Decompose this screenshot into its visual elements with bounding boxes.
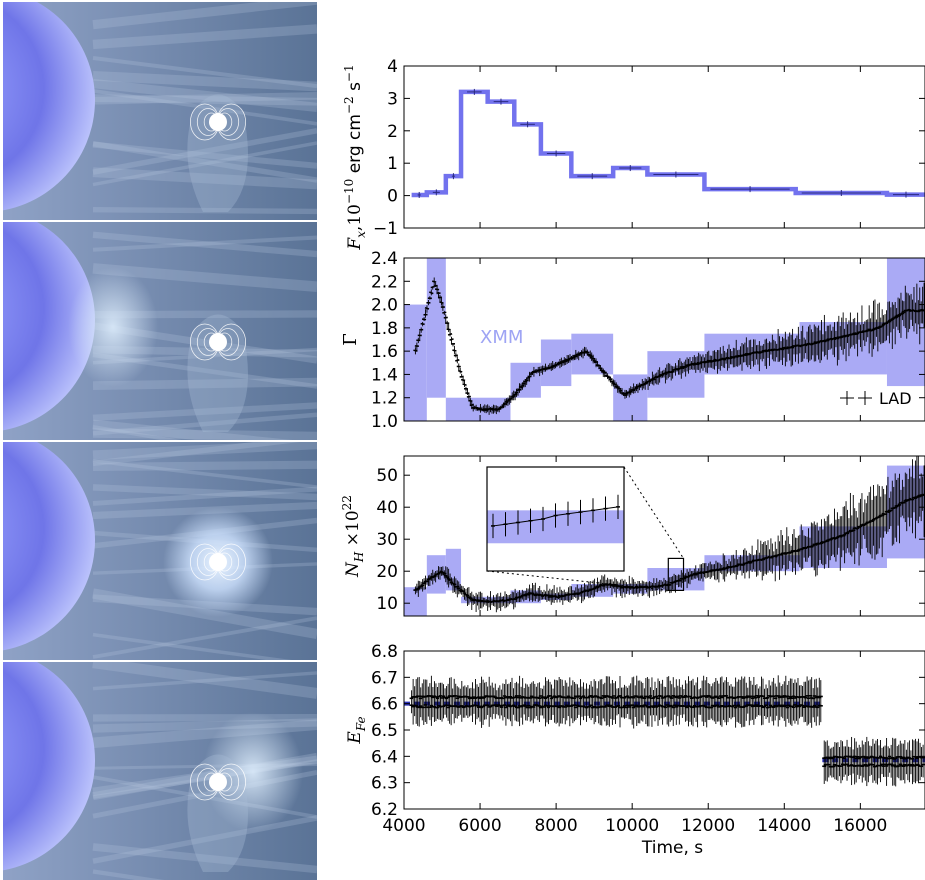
lad-point — [921, 309, 925, 312]
inset-line — [492, 506, 619, 527]
lad-point — [442, 311, 447, 314]
gamma-subplot-y-tick-label: 2.4 — [371, 249, 398, 269]
flux-y-tick-label: 1 — [387, 154, 398, 174]
wind-clump — [68, 267, 158, 387]
nh-subplot-y-tick-label: 20 — [376, 562, 398, 582]
x-tick-label: 16000 — [833, 816, 887, 836]
flux-y-tick-label: 3 — [387, 89, 398, 109]
x-tick-label: 10000 — [605, 816, 659, 836]
lad-point — [462, 383, 467, 386]
flux-step-line — [411, 89, 925, 198]
xmm-band — [426, 258, 446, 398]
fe-subplot: 6.2 6.3 6.4 6.5 6.6 6.7 6.8 4000 6000 8000 10000 12… — [345, 642, 925, 858]
gamma-subplot-y-tick-label: 1.6 — [371, 342, 398, 362]
lad-point — [447, 332, 453, 336]
neutron-star — [209, 113, 227, 131]
nh-subplot: 10 20 30 40 50 NH ×1022 — [340, 455, 925, 617]
blue-star — [3, 2, 95, 211]
accretion-illustration — [3, 2, 317, 880]
nh-y-axis-label: NH ×1022 — [340, 495, 366, 578]
flux-y-axis-label: Fx,10−10 erg cm−2 s−1 — [342, 64, 368, 250]
gamma-subplot-y-tick-label: 1.2 — [371, 389, 398, 409]
fe-y-tick-label: 6.6 — [371, 695, 398, 715]
lad-point — [455, 359, 460, 362]
flux-subplot: −1 0 1 2 3 4 Fx,10−10 erg cm−2 s−1 — [342, 57, 925, 251]
x-axis-label: Time, s — [641, 838, 703, 858]
zoom-connector — [486, 570, 669, 591]
fe-y-axis-label: EFe — [345, 716, 368, 744]
nh-subplot-y-tick-label: 50 — [376, 466, 398, 486]
gamma-subplot-y-tick-label: 2.0 — [371, 296, 398, 316]
illustration-panel — [3, 442, 317, 660]
neutron-star — [209, 553, 227, 571]
neutron-star — [209, 773, 227, 791]
lad-point — [457, 369, 463, 373]
lad-point — [424, 306, 430, 310]
legend-label: LAD — [879, 389, 912, 408]
lad-point — [452, 349, 457, 352]
gamma-y-axis-label: Γ — [340, 333, 361, 346]
x-tick-label: 4000 — [382, 816, 425, 836]
lad-point — [421, 318, 427, 321]
xmm-band — [540, 339, 572, 387]
lad-point — [921, 493, 925, 496]
xmm-band — [461, 596, 511, 604]
nh-subplot-y-tick-label: 40 — [376, 498, 398, 518]
plot-frame — [403, 65, 925, 229]
gamma-subplot-y-tick-label: 2.2 — [371, 272, 398, 292]
fe-y-tick-label: 6.3 — [371, 774, 398, 794]
illustration-panel — [3, 222, 317, 440]
x-tick-label: 8000 — [534, 816, 577, 836]
lad-point — [429, 291, 434, 295]
xmm-band — [613, 584, 648, 594]
fe-y-tick-label: 6.5 — [371, 721, 398, 741]
plot-frame — [403, 257, 925, 422]
blue-star — [3, 442, 95, 651]
gamma-subplot-y-tick-label: 1.0 — [371, 412, 398, 432]
inset-frame — [486, 466, 625, 572]
plot-frame — [403, 455, 925, 617]
lad-point — [460, 378, 466, 382]
lad-point — [420, 322, 425, 326]
gamma-subplot-y-tick-label: 1.8 — [371, 319, 398, 339]
lad-point — [434, 288, 440, 291]
fe-y-tick-label: 6.2 — [371, 800, 398, 820]
fe-y-tick-label: 6.4 — [371, 747, 398, 767]
nh-subplot-y-tick-label: 10 — [376, 594, 398, 614]
plot-frame — [403, 650, 925, 810]
fe-y-tick-label: 6.8 — [371, 642, 398, 662]
xmm-annotation: XMM — [480, 327, 523, 348]
x-tick-label: 12000 — [681, 816, 735, 836]
x-tick-label: 14000 — [757, 816, 811, 836]
x-tick-label: 6000 — [458, 816, 501, 836]
blue-star — [3, 662, 95, 871]
illustration-panel — [3, 2, 317, 220]
inset-plot — [486, 466, 625, 572]
xmm-band — [404, 304, 427, 421]
gamma-subplot: 1.0 1.2 1.4 1.6 1.8 2.0 2.2 2.4 XMM LAD Γ — [340, 249, 925, 432]
lad-point — [449, 338, 454, 341]
illustration-panel — [3, 662, 317, 880]
lad-point — [446, 328, 451, 331]
xmm-band — [404, 587, 427, 616]
gamma-subplot-y-tick-label: 1.4 — [371, 365, 398, 385]
flux-y-tick-label: 4 — [387, 57, 398, 77]
lad-point — [432, 280, 437, 283]
zoom-connector — [623, 466, 684, 559]
flux-y-tick-label: −1 — [373, 219, 398, 239]
zoom-box — [667, 557, 685, 592]
nh-subplot-y-tick-label: 30 — [376, 530, 398, 550]
xmm-band — [613, 374, 648, 421]
flux-y-tick-label: 0 — [387, 187, 398, 207]
flux-y-tick-label: 2 — [387, 122, 398, 142]
wind-clump — [203, 712, 303, 832]
fe-y-tick-label: 6.7 — [371, 668, 398, 688]
blue-star — [3, 222, 95, 431]
neutron-star — [209, 333, 227, 351]
